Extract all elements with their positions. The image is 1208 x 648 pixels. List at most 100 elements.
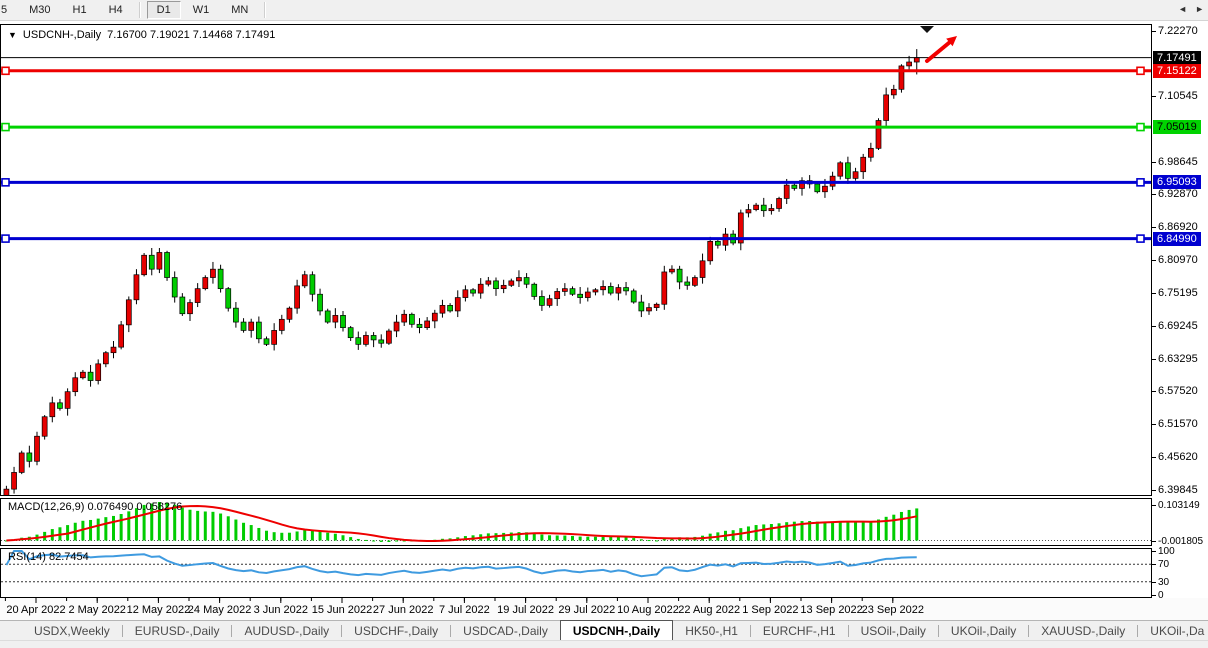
price-tick-mark <box>1152 30 1156 32</box>
price-axis[interactable]: 7.22270 7.10545 6.98645 6.92870 6.86920 6.809… <box>1152 24 1208 601</box>
price-tick-label: 6.69245 <box>1158 319 1198 332</box>
chart-tab-eurchf-h1[interactable]: EURCHF-,H1 <box>762 624 836 638</box>
timeframe-button-h1[interactable]: H1 <box>72 4 87 16</box>
date-tick-label: 13 Sep 2022 <box>800 604 863 616</box>
candlestick-chart-canvas[interactable] <box>1 25 1151 495</box>
date-tick-label: 1 Sep 2022 <box>742 604 799 616</box>
chart-ohlc-readout: 7.16700 7.19021 7.14468 7.17491 <box>107 29 276 41</box>
timeframe-button-mn[interactable]: MN <box>231 4 249 16</box>
time-axis-ticks <box>4 598 894 603</box>
timeframe-button-h4[interactable]: H4 <box>108 4 123 16</box>
timeframe-button-d1[interactable]: D1 <box>146 1 181 19</box>
price-tick-mark <box>1152 227 1156 229</box>
price-tick-mark <box>1152 95 1156 97</box>
price-tick-label: 6.51570 <box>1158 418 1198 431</box>
level-price-badge: 7.15122 <box>1153 63 1201 78</box>
chart-tab-usoil-daily[interactable]: USOil-,Daily <box>860 624 926 638</box>
tab-scroll-right-icon[interactable]: ► <box>1195 4 1204 14</box>
date-tick-label: 24 May 2022 <box>187 604 252 616</box>
price-tick-mark <box>1152 292 1156 294</box>
axis-tick-mark <box>1152 505 1156 506</box>
macd-panel[interactable]: MACD(12,26,9) 0.076490 0.058276 <box>0 498 1152 546</box>
axis-tick-mark <box>1152 595 1156 596</box>
main-chart-panel[interactable]: ▼ USDCNH-,Daily 7.16700 7.19021 7.14468 … <box>0 24 1152 496</box>
window-bottom-strip <box>0 640 1208 648</box>
tab-separator <box>341 625 343 637</box>
macd-label: MACD(12,26,9) 0.076490 0.058276 <box>8 501 183 513</box>
tab-separator <box>1028 625 1030 637</box>
rsi-axis-70: 70 <box>1158 559 1170 571</box>
price-tick-label: 6.75195 <box>1158 286 1198 299</box>
rsi-label: RSI(14) 82.7454 <box>8 551 89 563</box>
chart-tab-audusd-daily[interactable]: AUDUSD-,Daily <box>244 624 330 638</box>
price-tick-label: 6.86920 <box>1158 221 1198 234</box>
level-price-badge: 6.84990 <box>1153 231 1201 246</box>
chart-tab-eurusd-daily[interactable]: EURUSD-,Daily <box>134 624 220 638</box>
date-tick-label: 22 Aug 2022 <box>678 604 741 616</box>
chart-tab-ukoil-daily[interactable]: UKOil-,Daily <box>950 624 1017 638</box>
axis-tick-mark <box>1152 551 1156 552</box>
price-tick-label: 6.57520 <box>1158 385 1198 398</box>
price-tick-mark <box>1152 260 1156 262</box>
price-tick-mark <box>1152 391 1156 393</box>
tab-separator <box>937 625 939 637</box>
price-tick-label: 6.98645 <box>1158 156 1198 169</box>
rsi-panel[interactable]: RSI(14) 82.7454 <box>0 548 1152 598</box>
toolbar-separator <box>138 2 141 18</box>
timeframe-toolbar: 5 M30 H1 H4 D1 W1 MN <box>0 0 1208 21</box>
rsi-axis-100: 100 <box>1158 546 1175 557</box>
price-tick-mark <box>1152 457 1156 459</box>
axis-tick-mark <box>1152 564 1156 566</box>
price-tick-mark <box>1152 325 1156 327</box>
price-tick-label: 6.63295 <box>1158 352 1198 365</box>
tab-separator <box>450 625 452 637</box>
macd-axis-min: -0.001805 <box>1158 536 1204 547</box>
current-price-badge: 7.17491 <box>1153 50 1201 65</box>
chart-tab-hk50-h1[interactable]: HK50-,H1 <box>685 624 738 638</box>
price-tick-label: 6.39845 <box>1158 483 1198 496</box>
date-tick-label: 20 Apr 2022 <box>6 604 66 616</box>
rsi-chart-canvas <box>1 550 1151 583</box>
tab-separator <box>121 625 123 637</box>
date-tick-label: 12 May 2022 <box>126 604 191 616</box>
level-price-badge: 7.05019 <box>1153 120 1201 135</box>
tab-separator <box>1137 625 1139 637</box>
price-tick-label: 6.80970 <box>1158 254 1198 267</box>
date-tick-label: 27 Jun 2022 <box>372 604 434 616</box>
chart-tab-usdcnh-daily[interactable]: USDCNH-,Daily <box>559 620 674 641</box>
tabbar-padding <box>0 621 22 641</box>
price-tick-label: 7.22270 <box>1158 24 1198 37</box>
timeframe-button-m30[interactable]: M30 <box>29 4 51 16</box>
chart-tab-ukoil-da[interactable]: UKOil-,Da <box>1150 624 1205 638</box>
tab-scroll-left-icon[interactable]: ◄ <box>1178 4 1188 14</box>
timeframe-button-w1[interactable]: W1 <box>192 4 210 16</box>
date-tick-label: 7 Jul 2022 <box>439 604 490 616</box>
tab-separator <box>231 625 233 637</box>
timeframe-button-5[interactable]: 5 <box>1 4 8 16</box>
date-tick-label: 23 Sep 2022 <box>861 604 924 616</box>
tab-scroll-buttons: ◄ ► <box>1176 4 1206 14</box>
chart-tab-usdx-weekly[interactable]: USDX,Weekly <box>34 624 110 638</box>
chart-title: ▼ USDCNH-,Daily 7.16700 7.19021 7.14468 … <box>8 29 275 41</box>
time-axis[interactable]: 20 Apr 2022 2 May 2022 12 May 2022 24 May 2… <box>0 598 1208 620</box>
toolbar-separator <box>264 2 267 18</box>
chart-context-arrow-icon[interactable]: ▼ <box>8 29 17 40</box>
axis-tick-mark <box>1152 581 1156 583</box>
level-price-badge: 6.95093 <box>1153 175 1201 190</box>
date-tick-label: 15 Jun 2022 <box>311 604 373 616</box>
price-tick-label: 6.45620 <box>1158 451 1198 464</box>
price-tick-label: 7.10545 <box>1158 89 1198 102</box>
date-tick-label: 29 Jul 2022 <box>558 604 616 616</box>
macd-axis-max: 0.103149 <box>1158 500 1200 511</box>
date-tick-label: 3 Jun 2022 <box>253 604 309 616</box>
tab-separator <box>749 625 751 637</box>
price-tick-label: 6.92870 <box>1158 188 1198 201</box>
rsi-axis-30: 30 <box>1158 576 1170 588</box>
date-tick-label: 19 Jul 2022 <box>497 604 555 616</box>
chart-tab-usdchf-daily[interactable]: USDCHF-,Daily <box>354 624 439 638</box>
date-tick-label: 2 May 2022 <box>68 604 126 616</box>
chart-tab-xauusd-daily[interactable]: XAUUSD-,Daily <box>1041 624 1126 638</box>
chart-tab-usdcad-daily[interactable]: USDCAD-,Daily <box>463 624 548 638</box>
axis-tick-mark <box>1152 541 1156 542</box>
